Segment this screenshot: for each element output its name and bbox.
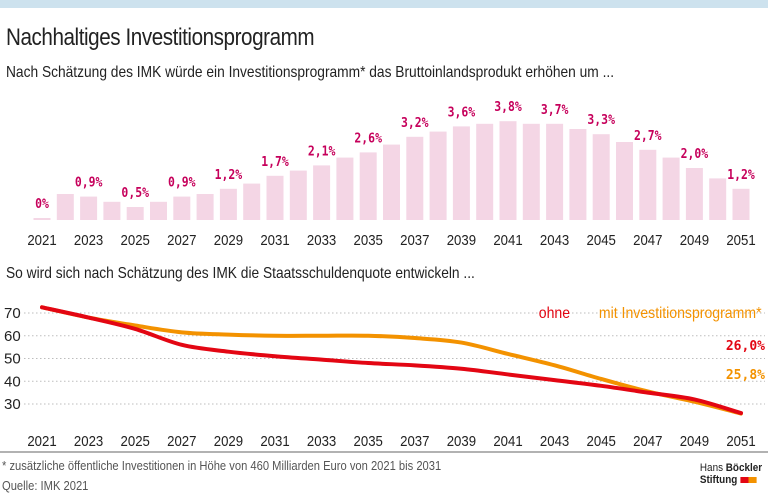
line-x-tick: 2021 [27,432,56,449]
bar-2021 [33,218,51,220]
line-x-tick: 2031 [260,432,289,449]
bar-data-label: 3,3% [587,113,615,128]
hans-boeckler-logo: Hans Böckler Stiftung [699,462,762,486]
bar-data-label: 3,7% [541,102,569,117]
bar-data-label: 1,2% [215,167,243,182]
line-ohne [40,305,743,416]
legend-ohne: ohne [539,304,570,322]
bar-data-label: 3,2% [401,115,429,130]
bar-data-label: 1,7% [261,154,289,169]
bar-2037 [406,136,424,220]
line-x-tick: 2023 [74,432,103,449]
bar-2038 [429,131,447,220]
bar-data-label: 2,7% [634,128,662,143]
bar-x-tick: 2037 [400,231,429,248]
bar-2036 [383,144,400,220]
bar-x-tick: 2033 [307,231,336,248]
bar-2029 [219,188,237,220]
y-tick-label: 30 [4,396,21,413]
bar-x-tick: 2049 [680,231,709,248]
bar-2048 [662,157,680,220]
line-x-tick: 2027 [167,432,196,449]
footnote: * zusätzliche öffentliche Investitionen … [2,458,442,473]
bar-x-tick: 2025 [121,231,150,248]
bar-2031 [266,175,284,220]
bar-data-label: 0,9% [168,175,196,190]
bar-data-label: 0% [35,196,49,211]
bar-data-label: 0,9% [75,175,103,190]
bar-data-label: 3,8% [494,100,522,115]
bar-2047 [639,149,657,220]
bar-2044 [569,129,587,220]
bar-2050 [709,178,727,220]
bar-2026 [150,201,167,220]
line-x-tick: 2045 [587,432,616,449]
bar-2027 [173,196,191,220]
bar-2035 [359,152,377,220]
bar-2046 [616,142,633,220]
bar-x-tick: 2021 [27,231,56,248]
bar-data-label: 3,6% [448,105,476,120]
bar-data-label: 2,0% [681,146,709,161]
bar-x-tick: 2043 [540,231,569,248]
bar-2040 [476,123,494,220]
bar-2023 [80,196,98,220]
bar-2051 [732,188,750,220]
bar-2022 [56,194,74,220]
y-tick-label: 60 [4,328,21,345]
bar-2042 [522,123,540,220]
bar-x-tick: 2027 [167,231,196,248]
line-x-tick: 2043 [540,432,569,449]
bar-x-tick: 2035 [354,231,383,248]
line-x-tick: 2033 [307,432,336,449]
line-x-tick: 2039 [447,432,476,449]
y-tick-label: 70 [4,305,21,322]
y-tick-label: 50 [4,351,21,368]
bar-2032 [289,170,307,220]
line-mit [40,305,743,416]
bar-2025 [126,207,144,220]
bar-data-label: 2,6% [354,131,382,146]
bar-data-label: 2,1% [308,144,336,159]
bar-x-tick: 2023 [74,231,103,248]
page-title: Nachhaltiges Investitionsprogramm [6,24,315,51]
source: Quelle: IMK 2021 [2,478,89,493]
bar-2041 [499,121,517,220]
bar-2033 [313,165,331,220]
bar-2028 [196,194,214,220]
line-x-tick: 2029 [214,432,243,449]
line-x-tick: 2047 [633,432,662,449]
top-stripe [0,0,768,8]
bar-x-tick: 2041 [493,231,522,248]
bar-data-label: 1,2% [727,167,755,182]
bar-2024 [103,201,121,220]
bar-x-tick: 2047 [633,231,662,248]
line-x-tick: 2049 [680,432,709,449]
bar-x-tick: 2051 [726,231,755,248]
end-label-ohne: 26,0% [726,339,765,354]
bar-2043 [546,123,564,220]
bar-2039 [452,126,470,220]
bar-2030 [243,183,261,220]
bar-x-tick: 2045 [587,231,616,248]
line-chart-title: So wird sich nach Schätzung des IMK die … [6,265,475,282]
bar-x-tick: 2039 [447,231,476,248]
bar-2045 [592,134,610,220]
bar-2034 [336,157,354,220]
bar-x-tick: 2029 [214,231,243,248]
line-x-tick: 2025 [121,432,150,449]
bar-chart-title: Nach Schätzung des IMK würde ein Investi… [6,64,615,81]
end-label-mit: 25,8% [726,368,765,383]
bar-2049 [685,168,703,220]
line-x-tick: 2037 [400,432,429,449]
line-x-tick: 2041 [493,432,522,449]
line-x-tick: 2035 [354,432,383,449]
line-x-tick: 2051 [726,432,755,449]
bar-x-tick: 2031 [260,231,289,248]
y-tick-label: 40 [4,373,21,390]
bar-data-label: 0,5% [121,185,149,200]
legend-mit: mit Investitionsprogramm* [599,304,762,322]
